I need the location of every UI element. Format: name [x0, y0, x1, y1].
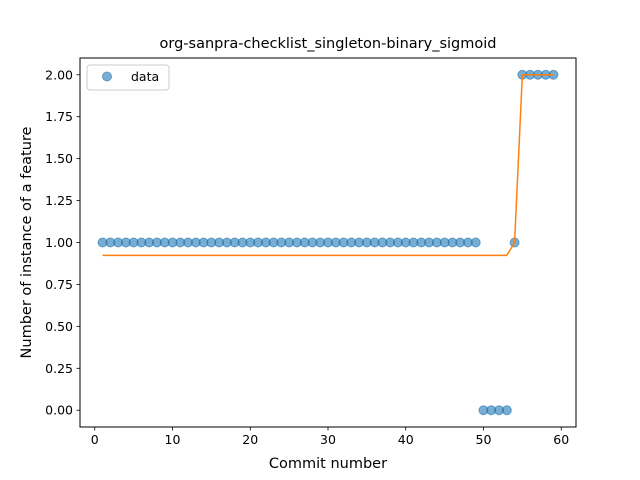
legend: data	[87, 65, 169, 90]
x-tick-label: 30	[320, 432, 336, 447]
data-point	[502, 406, 511, 415]
y-tick-label: 1.25	[45, 193, 73, 208]
x-tick-label: 50	[476, 432, 492, 447]
x-tick-label: 20	[242, 432, 258, 447]
x-tick-label: 10	[165, 432, 181, 447]
y-tick-label: 1.50	[45, 151, 73, 166]
y-tick-label: 1.75	[45, 109, 73, 124]
y-tick-label: 0.50	[45, 319, 73, 334]
legend-label: data	[131, 69, 159, 84]
y-tick-label: 1.00	[45, 235, 73, 250]
data-point	[471, 238, 480, 247]
y-tick-label: 0.75	[45, 277, 73, 292]
x-tick-label: 0	[91, 432, 99, 447]
x-tick-label: 40	[398, 432, 414, 447]
y-tick-label: 0.25	[45, 361, 73, 376]
y-axis-label: Number of instance of a feature	[19, 126, 35, 358]
chart-title: org-sanpra-checklist_singleton-binary_si…	[160, 36, 497, 52]
x-axis-label: Commit number	[269, 456, 387, 472]
legend-marker	[103, 72, 112, 81]
y-tick-label: 0.00	[45, 403, 73, 418]
x-tick-label: 60	[553, 432, 569, 447]
y-tick-label: 2.00	[45, 67, 73, 82]
